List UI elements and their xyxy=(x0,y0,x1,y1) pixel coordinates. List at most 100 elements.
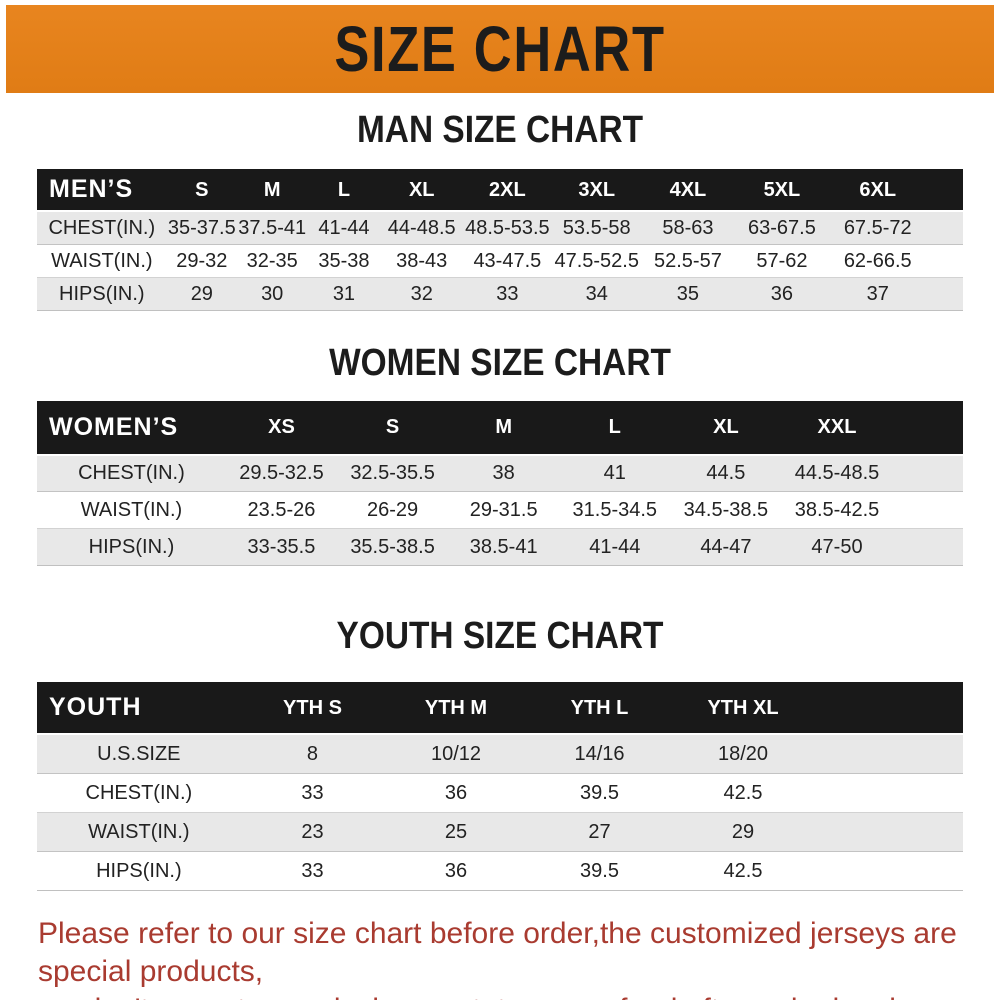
column-header: XXL xyxy=(781,400,893,456)
youth-section-title: YOUTH SIZE CHART xyxy=(336,615,664,657)
cell-value: 39.5 xyxy=(527,851,672,891)
cell-value: 44-47 xyxy=(670,528,782,566)
filler-cell xyxy=(892,400,963,456)
column-header: YTH XL xyxy=(671,682,815,735)
cell-value: 27 xyxy=(527,812,672,852)
filler-cell xyxy=(892,528,963,566)
filler-cell xyxy=(814,734,963,774)
women-size-table-host: WOMEN’S XS S M L XL XXL CHEST(IN.) 29.5-32.5 32.5… xyxy=(37,400,963,566)
cell-value: 41 xyxy=(559,454,671,492)
cell-value: 42.5 xyxy=(671,851,815,891)
column-header: XL xyxy=(670,400,782,456)
size-table: YOUTH YTH S YTH M YTH L YTH XL U.S.SIZE 8 10/12… xyxy=(37,682,963,891)
youth-size-table-host: YOUTH YTH S YTH M YTH L YTH XL U.S.SIZE 8 10/12… xyxy=(37,682,963,891)
filler-cell xyxy=(814,682,963,735)
cell-value: 53.5-58 xyxy=(551,211,642,245)
size-table: WOMEN’S XS S M L XL XXL CHEST(IN.) 29.5-32.5 32.5… xyxy=(37,400,963,566)
filler-cell xyxy=(814,812,963,852)
filler-cell xyxy=(925,211,963,245)
cell-value: 32.5-35.5 xyxy=(337,454,449,492)
column-header: M xyxy=(237,169,308,212)
cell-value: 33 xyxy=(240,851,385,891)
column-header: M xyxy=(448,400,560,456)
cell-value: 29-32 xyxy=(166,244,237,278)
cell-value: 35-37.5 xyxy=(166,211,237,245)
column-header: L xyxy=(559,400,671,456)
table-row: CHEST(IN.) 35-37.5 37.5-41 41-44 44-48.5 48.5… xyxy=(37,211,963,245)
filler-cell xyxy=(892,491,963,529)
column-header: 2XL xyxy=(462,169,552,212)
row-label: WAIST(IN.) xyxy=(37,491,226,529)
cell-value: 43-47.5 xyxy=(462,244,552,278)
cell-value: 36 xyxy=(384,773,528,813)
filler-cell xyxy=(892,454,963,492)
column-header: YTH S xyxy=(240,682,385,735)
cell-value: 26-29 xyxy=(337,491,449,529)
table-header-row: YOUTH YTH S YTH M YTH L YTH XL xyxy=(37,682,963,735)
cell-value: 48.5-53.5 xyxy=(462,211,552,245)
disclaimer-line-2: we don't accept cancel, change, teturn o… xyxy=(38,993,956,1000)
column-header: L xyxy=(307,169,381,212)
column-header: YTH M xyxy=(384,682,528,735)
cell-value: 57-62 xyxy=(734,244,830,278)
page-title: SIZE CHART xyxy=(334,13,666,85)
table-header-label: WOMEN’S xyxy=(37,400,226,456)
cell-value: 34.5-38.5 xyxy=(670,491,782,529)
cell-value: 39.5 xyxy=(527,773,672,813)
cell-value: 8 xyxy=(240,734,385,774)
row-label: HIPS(IN.) xyxy=(37,851,241,891)
filler-cell xyxy=(925,244,963,278)
cell-value: 14/16 xyxy=(527,734,672,774)
row-label: CHEST(IN.) xyxy=(37,454,226,492)
women-section-title: WOMEN SIZE CHART xyxy=(329,341,671,384)
cell-value: 36 xyxy=(734,277,830,311)
table-row: WAIST(IN.) 29-32 32-35 35-38 38-43 43-47.5 47.… xyxy=(37,244,963,278)
column-header: 3XL xyxy=(551,169,642,212)
filler-cell xyxy=(814,773,963,813)
cell-value: 47.5-52.5 xyxy=(551,244,642,278)
cell-value: 32-35 xyxy=(237,244,308,278)
cell-value: 34 xyxy=(551,277,642,311)
table-row: WAIST(IN.) 23.5-26 26-29 29-31.5 31.5-34.5 34… xyxy=(37,491,963,529)
table-header-row: WOMEN’S XS S M L XL XXL xyxy=(37,400,963,456)
column-header: S xyxy=(337,400,449,456)
disclaimer-line-1: Please refer to our size chart before or… xyxy=(38,916,957,988)
table-row: U.S.SIZE 8 10/12 14/16 18/20 xyxy=(37,734,963,774)
cell-value: 29 xyxy=(166,277,237,311)
column-header: YTH L xyxy=(527,682,672,735)
section-women-size-chart: WOMEN SIZE CHART WOMEN’S XS S M L XL XXL CHEST(… xyxy=(0,341,1000,566)
cell-value: 42.5 xyxy=(671,773,815,813)
table-row: HIPS(IN.) 33-35.5 35.5-38.5 38.5-41 41-44 44-… xyxy=(37,528,963,566)
cell-value: 47-50 xyxy=(781,528,893,566)
column-header: 4XL xyxy=(641,169,735,212)
row-label: CHEST(IN.) xyxy=(37,773,241,813)
row-label: HIPS(IN.) xyxy=(37,528,226,566)
cell-value: 29 xyxy=(671,812,815,852)
filler-cell xyxy=(925,277,963,311)
size-table: MEN’S S M L XL 2XL 3XL 4XL 5XL 6XL CHEST(IN.) 35-37… xyxy=(37,169,963,311)
cell-value: 32 xyxy=(380,277,463,311)
cell-value: 29-31.5 xyxy=(448,491,560,529)
filler-cell xyxy=(925,169,963,212)
table-header-row: MEN’S S M L XL 2XL 3XL 4XL 5XL 6XL xyxy=(37,169,963,212)
cell-value: 44.5 xyxy=(670,454,782,492)
table-row: CHEST(IN.) 33 36 39.5 42.5 xyxy=(37,773,963,813)
men-section-title: MAN SIZE CHART xyxy=(356,109,644,151)
banner: SIZE CHART xyxy=(6,5,994,93)
cell-value: 33 xyxy=(240,773,385,813)
cell-value: 38-43 xyxy=(380,244,463,278)
cell-value: 18/20 xyxy=(671,734,815,774)
row-label: WAIST(IN.) xyxy=(37,244,167,278)
cell-value: 58-63 xyxy=(641,211,735,245)
table-row: HIPS(IN.) 33 36 39.5 42.5 xyxy=(37,851,963,891)
cell-value: 63-67.5 xyxy=(734,211,830,245)
size-chart-page: SIZE CHART MAN SIZE CHART MEN’S S M L XL 2XL 3… xyxy=(0,5,1000,1000)
cell-value: 37 xyxy=(829,277,926,311)
cell-value: 31.5-34.5 xyxy=(559,491,671,529)
table-row: CHEST(IN.) 29.5-32.5 32.5-35.5 38 41 44.5 44.5… xyxy=(37,454,963,492)
cell-value: 44-48.5 xyxy=(380,211,463,245)
column-header: XS xyxy=(225,400,338,456)
cell-value: 41-44 xyxy=(307,211,381,245)
cell-value: 31 xyxy=(307,277,381,311)
table-header-label: MEN’S xyxy=(37,169,167,212)
